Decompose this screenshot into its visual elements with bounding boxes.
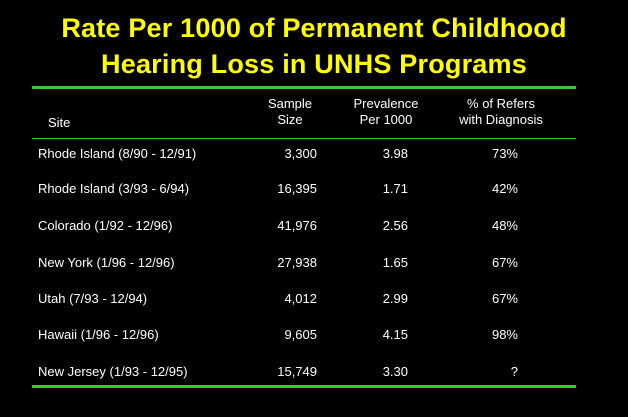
- cell-refers: 67%: [491, 291, 518, 306]
- cell-refers: ?: [510, 364, 518, 379]
- cell-site: New Jersey (1/93 - 12/95): [38, 364, 188, 379]
- cell-refers: 42%: [491, 181, 518, 196]
- cell-prevalence: 3.98: [382, 146, 408, 161]
- cell-site: New York (1/96 - 12/96): [38, 255, 175, 270]
- cell-prevalence: 2.56: [382, 218, 408, 233]
- header-refers-line-2: with Diagnosis: [459, 112, 543, 127]
- cell-prevalence: 1.65: [382, 255, 408, 270]
- cell-refers: 48%: [491, 218, 518, 233]
- bottom-divider: [32, 385, 576, 388]
- cell-sample-size: 41,976: [277, 218, 317, 233]
- table-row: Colorado (1/92 - 12/96) 41,976 2.56 48%: [0, 216, 628, 236]
- header-site: Site: [48, 115, 71, 130]
- cell-site: Utah (7/93 - 12/94): [38, 291, 148, 306]
- cell-sample-size: 4,012: [284, 291, 317, 306]
- title-line-1: Rate Per 1000 of Permanent Childhood: [61, 13, 567, 43]
- table-row: Hawaii (1/96 - 12/96) 9,605 4.15 98%: [0, 325, 628, 345]
- cell-site: Rhode Island (8/90 - 12/91): [38, 146, 197, 161]
- header-refers-line-1: % of Refers: [467, 96, 535, 111]
- cell-sample-size: 9,605: [284, 327, 317, 342]
- header-sample-line-1: Sample: [267, 96, 313, 111]
- title-line-2: Hearing Loss in UNHS Programs: [101, 49, 527, 79]
- slide-title: Rate Per 1000 of Permanent Childhood Hea…: [0, 10, 628, 82]
- cell-site: Colorado (1/92 - 12/96): [38, 218, 173, 233]
- header-sample-size: Sample Size: [255, 96, 325, 128]
- table-row: New York (1/96 - 12/96) 27,938 1.65 67%: [0, 253, 628, 273]
- table-row: Rhode Island (3/93 - 6/94) 16,395 1.71 4…: [0, 179, 628, 199]
- cell-refers: 67%: [491, 255, 518, 270]
- cell-prevalence: 4.15: [382, 327, 408, 342]
- table-row: Rhode Island (8/90 - 12/91) 3,300 3.98 7…: [0, 144, 628, 164]
- header-prevalence-line-2: Per 1000: [359, 112, 413, 127]
- table-row: Utah (7/93 - 12/94) 4,012 2.99 67%: [0, 289, 628, 309]
- header-prevalence-line-1: Prevalence: [353, 96, 419, 111]
- cell-sample-size: 16,395: [277, 181, 317, 196]
- cell-refers: 98%: [491, 327, 518, 342]
- cell-refers: 73%: [491, 146, 518, 161]
- cell-sample-size: 3,300: [284, 146, 317, 161]
- cell-prevalence: 1.71: [382, 181, 408, 196]
- cell-site: Rhode Island (3/93 - 6/94): [38, 181, 190, 196]
- header-sample-line-2: Size: [277, 112, 303, 127]
- header-prevalence: Prevalence Per 1000: [338, 96, 434, 128]
- cell-sample-size: 15,749: [277, 364, 317, 379]
- cell-sample-size: 27,938: [277, 255, 317, 270]
- header-divider: [32, 138, 576, 139]
- top-divider: [32, 86, 576, 89]
- table-row: New Jersey (1/93 - 12/95) 15,749 3.30 ?: [0, 362, 628, 382]
- header-refers: % of Refers with Diagnosis: [446, 96, 556, 128]
- cell-site: Hawaii (1/96 - 12/96): [38, 327, 159, 342]
- cell-prevalence: 2.99: [382, 291, 408, 306]
- cell-prevalence: 3.30: [382, 364, 408, 379]
